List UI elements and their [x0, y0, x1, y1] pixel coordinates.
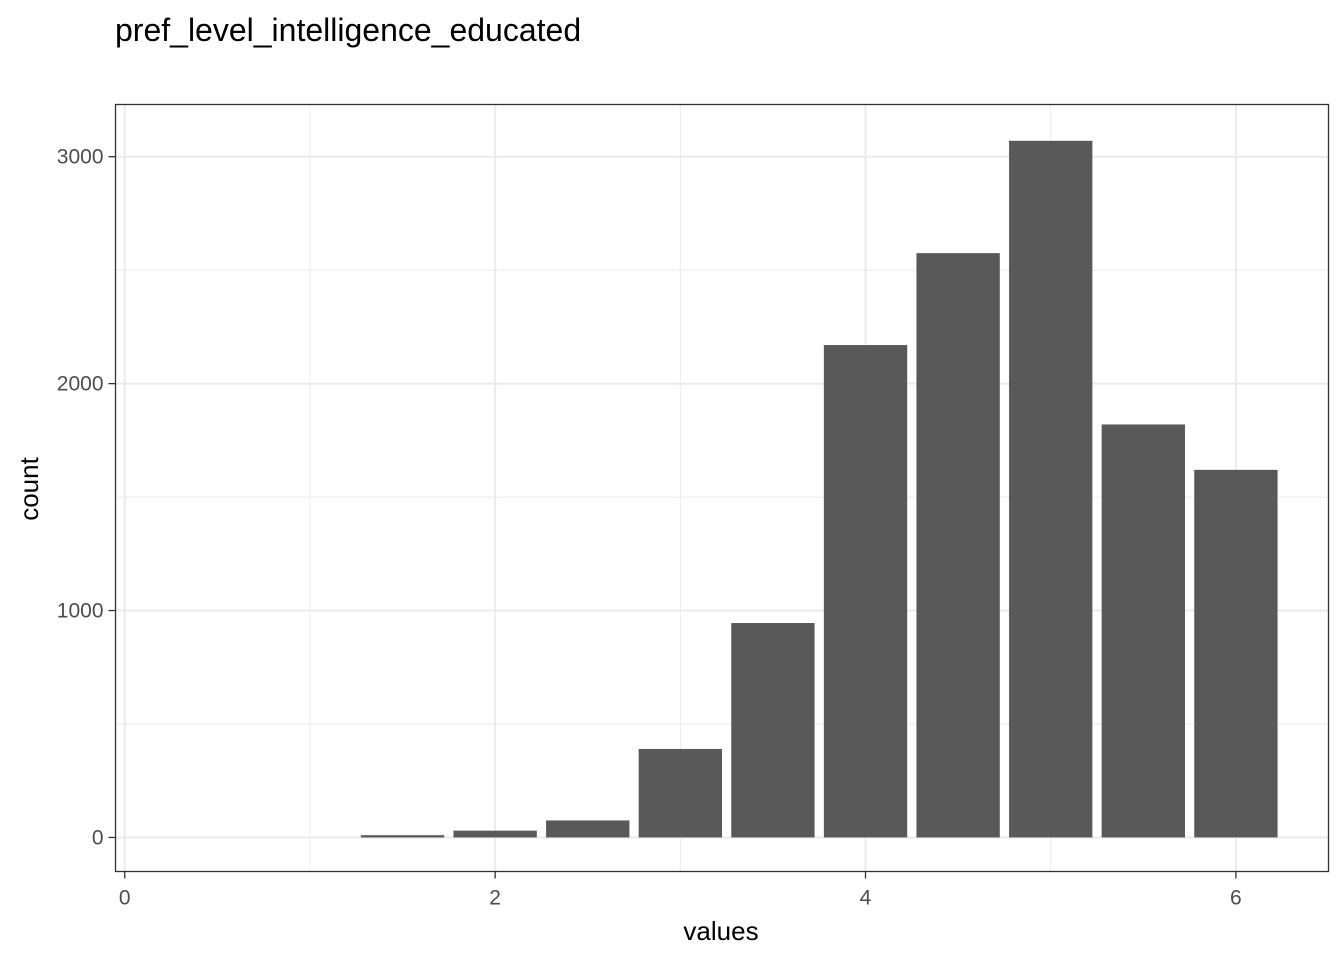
bar — [823, 345, 908, 838]
chart-title: pref_level_intelligence_educated — [115, 12, 581, 48]
bar — [1101, 424, 1185, 838]
x-tick-label: 6 — [1230, 887, 1242, 910]
y-axis: 0 1000 2000 3000 — [57, 146, 116, 849]
bar — [731, 623, 815, 838]
bar — [360, 835, 445, 838]
bar — [916, 253, 1000, 838]
y-tick-label: 1000 — [57, 600, 104, 623]
y-tick-label: 0 — [92, 826, 104, 849]
bar — [1194, 469, 1278, 838]
y-axis-title: count — [14, 456, 44, 520]
x-axis-title: values — [683, 916, 758, 946]
x-tick-label: 2 — [489, 887, 501, 910]
x-axis: 0 2 4 6 — [119, 871, 1242, 910]
bar — [638, 748, 722, 838]
x-tick-label: 4 — [860, 887, 872, 910]
y-tick-label: 2000 — [57, 373, 104, 396]
bar — [1009, 140, 1093, 838]
bar — [453, 830, 537, 838]
x-tick-label: 0 — [119, 887, 131, 910]
bars — [360, 140, 1278, 838]
panel-border — [114, 103, 1330, 873]
bar — [546, 820, 630, 838]
y-tick-label: 3000 — [57, 146, 104, 169]
